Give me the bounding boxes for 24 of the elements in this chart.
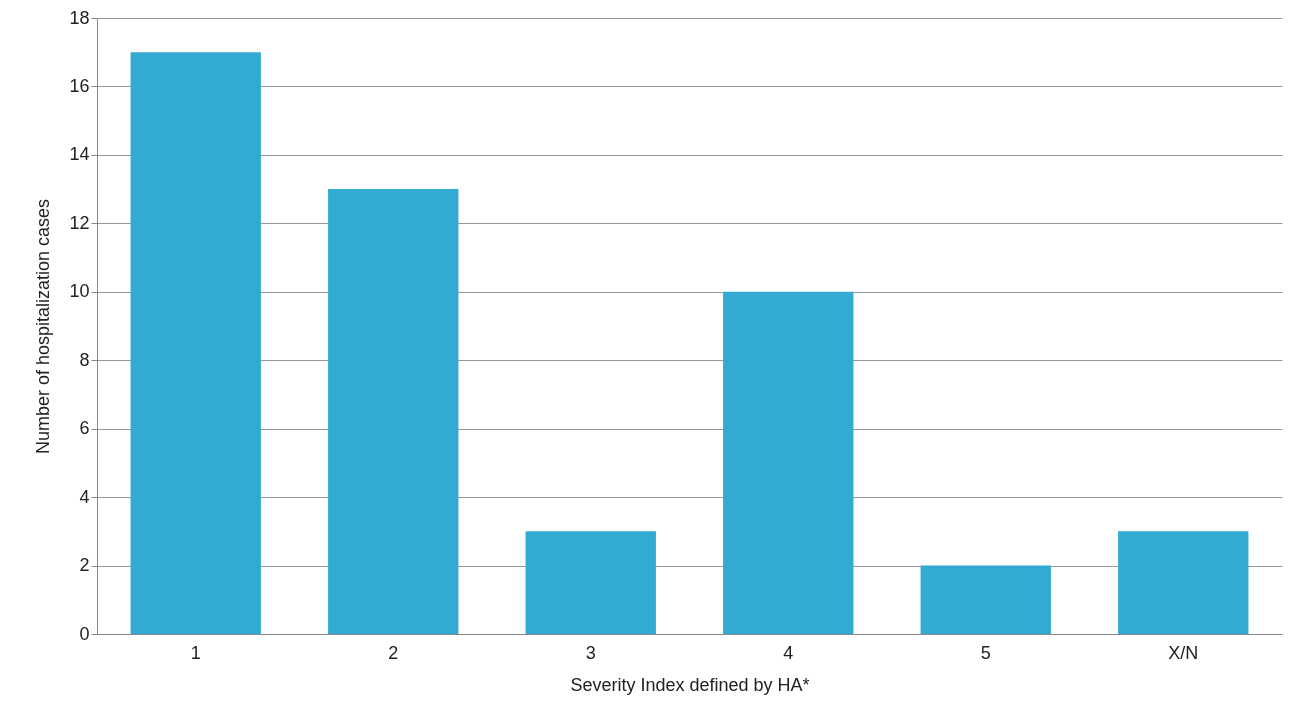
bar [130,52,261,634]
x-tick-label: X/N [1168,642,1199,663]
y-tick-label: 18 [69,7,90,28]
y-tick-label: 14 [69,144,90,165]
x-tick-label: 2 [388,642,399,663]
bar [920,565,1051,634]
y-tick-label: 4 [79,486,90,507]
bar [328,189,459,634]
y-axis-title: Number of hospitalization cases [33,198,54,455]
y-tick-label: 0 [79,623,90,644]
y-tick-label: 2 [79,555,90,576]
x-tick-label: 3 [585,642,596,663]
y-tick-label: 10 [69,281,90,302]
y-tick-label: 16 [69,75,90,96]
y-tick-label: 12 [69,212,90,233]
bar [723,291,854,634]
x-tick-label: 1 [190,642,201,663]
y-tick-label: 6 [79,418,90,439]
bar [1118,531,1249,634]
x-tick-label: 4 [783,642,794,663]
y-tick-label: 8 [79,349,90,370]
x-axis-title: Severity Index defined by HA* [570,674,810,695]
x-tick-label: 5 [980,642,991,663]
bar [525,531,656,634]
